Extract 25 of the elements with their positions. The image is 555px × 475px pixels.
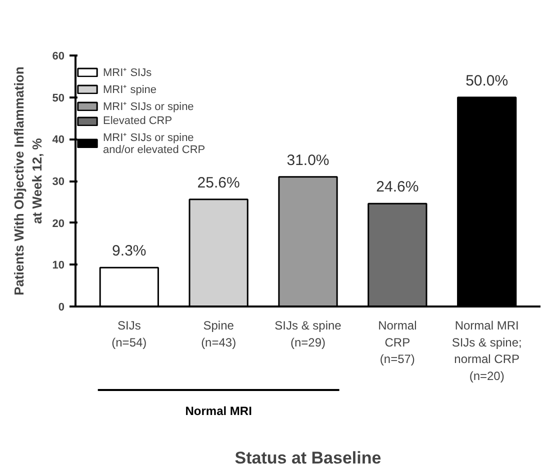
x-tick-label: Normal MRI SIJs & spine; normal CRP (n=20) bbox=[452, 318, 522, 383]
legend-label: MRI⁺ spine bbox=[103, 83, 157, 96]
legend-label: MRI⁺ SIJs or spine bbox=[103, 100, 194, 113]
y-tick-label: 10 bbox=[52, 260, 65, 272]
legend-label: Elevated CRP bbox=[103, 115, 172, 127]
y-tick-label: 50 bbox=[52, 92, 65, 104]
text: 25.6% bbox=[197, 174, 240, 192]
legend-label: MRI⁺ SIJs or spine and/or elevated CRP bbox=[103, 131, 206, 156]
y-axis-title: Patients With Objective Inflammation at Week 12, % bbox=[11, 66, 44, 296]
x-tick-label: Spine (n=43) bbox=[201, 318, 236, 350]
legend-label: MRI⁺ SIJs bbox=[103, 66, 152, 79]
x-tick-label: Normal CRP (n=57) bbox=[378, 318, 417, 366]
text: 9.3% bbox=[112, 242, 146, 260]
text: Normal MRI bbox=[185, 404, 252, 418]
text: 24.6% bbox=[376, 178, 419, 196]
x-axis-title: Status at Baseline bbox=[234, 448, 382, 468]
y-tick-label: 30 bbox=[52, 176, 65, 188]
y-tick-label: 40 bbox=[52, 134, 65, 146]
text: 31.0% bbox=[286, 152, 330, 169]
text: 50.0% bbox=[466, 72, 508, 90]
y-tick-label: 60 bbox=[52, 50, 65, 62]
y-tick-label: 20 bbox=[52, 218, 65, 230]
x-tick-label: SIJs (n=54) bbox=[112, 318, 147, 350]
x-tick-label: SIJs & spine (n=29) bbox=[274, 318, 342, 350]
y-tick-label: 0 bbox=[58, 302, 65, 314]
